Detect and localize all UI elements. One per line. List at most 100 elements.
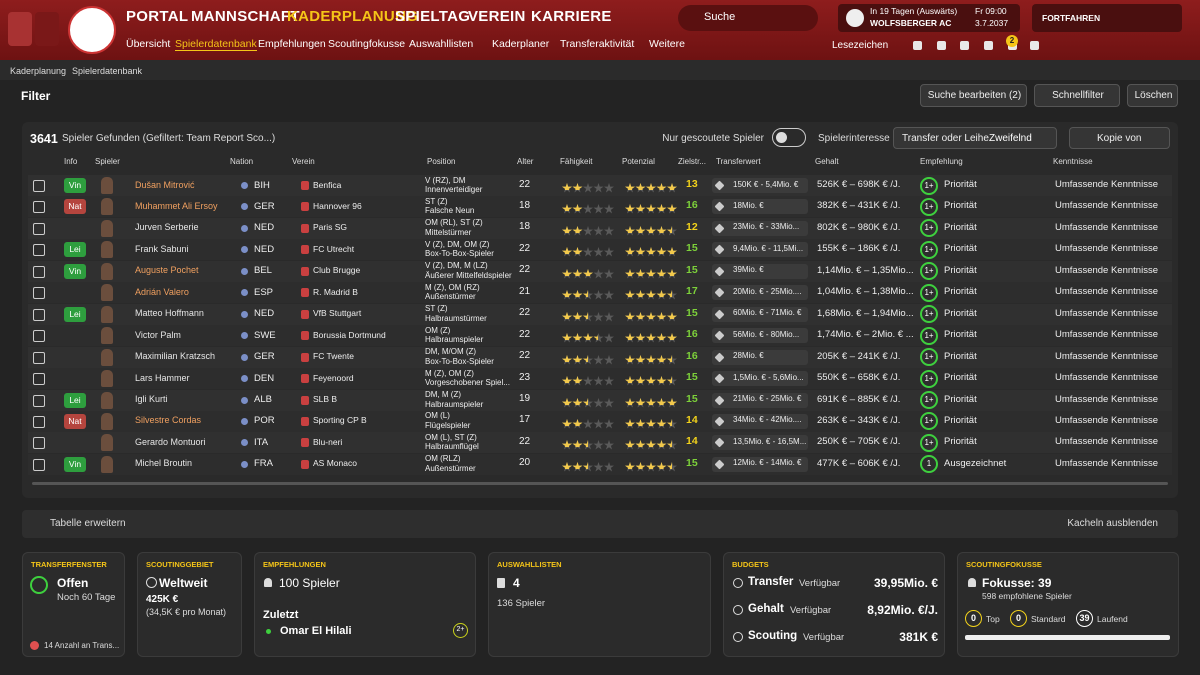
row[interactable] [28, 175, 1172, 196]
row-checkbox[interactable] [33, 351, 45, 364]
header-icon[interactable] [960, 41, 969, 50]
column-header[interactable]: Gehalt [815, 157, 839, 166]
club[interactable]: Blu-neri [313, 436, 343, 447]
club[interactable]: FC Twente [313, 351, 354, 362]
club[interactable]: Club Brugge [313, 265, 361, 276]
hide-tiles-label[interactable]: Kacheln ausblenden [1067, 518, 1158, 529]
card[interactable] [723, 552, 945, 657]
column-header[interactable]: Nation [230, 157, 254, 166]
filter-button-label[interactable]: Löschen [1134, 90, 1173, 101]
filter-button[interactable]: Löschen [1127, 84, 1178, 107]
row[interactable] [28, 410, 1172, 432]
card[interactable] [488, 552, 711, 657]
bookmarks[interactable]: Lesezeichen [832, 40, 889, 51]
player-name[interactable]: Jurven Serberie [135, 222, 199, 233]
player-name[interactable]: Victor Palm [135, 329, 181, 340]
row[interactable] [28, 196, 1172, 218]
row[interactable] [28, 346, 1172, 368]
column-header[interactable]: Alter [517, 157, 534, 166]
club[interactable]: Paris SG [313, 222, 348, 233]
club[interactable]: Benfica [313, 179, 342, 190]
column-header[interactable]: Empfehlung [920, 157, 963, 166]
header-icon[interactable] [984, 41, 993, 50]
club[interactable]: Feyenoord [313, 372, 354, 383]
row[interactable] [28, 325, 1172, 347]
search-box[interactable] [678, 5, 818, 31]
column-header[interactable]: Fähigkeit [560, 157, 593, 166]
column-header[interactable]: Zielstr... [678, 157, 707, 166]
subnav-item[interactable]: Auswahllisten [409, 38, 474, 50]
column-header[interactable]: Position [427, 157, 456, 166]
subnav-item[interactable]: Scoutingfokusse [328, 38, 406, 50]
row[interactable] [28, 217, 1172, 239]
row[interactable] [28, 260, 1172, 282]
player-name[interactable]: Adrián Valero [135, 286, 189, 297]
club[interactable]: VfB Stuttgart [313, 308, 362, 319]
club[interactable]: Borussia Dortmund [313, 329, 386, 340]
filter-button[interactable]: Suche bearbeiten (2) [920, 84, 1027, 107]
subnav-item[interactable]: Transferaktivität [560, 38, 635, 50]
toggle-knob[interactable] [776, 132, 787, 143]
row[interactable] [28, 282, 1172, 304]
row-checkbox[interactable] [33, 265, 45, 278]
header-icon[interactable] [1030, 41, 1039, 50]
row-checkbox[interactable] [33, 394, 45, 407]
forward-button[interactable] [35, 12, 59, 46]
row-checkbox[interactable] [33, 308, 45, 321]
player-name[interactable]: Gerardo Montuori [135, 436, 206, 447]
row[interactable] [28, 239, 1172, 261]
copy-button[interactable] [1069, 127, 1170, 149]
column-header[interactable]: Kenntnisse [1053, 157, 1093, 166]
row[interactable] [28, 432, 1172, 454]
row[interactable] [28, 389, 1172, 411]
column-header[interactable]: Info [64, 157, 78, 166]
row-checkbox[interactable] [33, 244, 45, 257]
player-name[interactable]: Maximilian Kratzsch [135, 351, 216, 362]
player-name[interactable]: Dušan Mitrović [135, 179, 195, 190]
scouted-toggle[interactable] [772, 128, 806, 147]
notification-badge[interactable]: 2 [1006, 35, 1018, 47]
nav-item[interactable]: VEREIN [468, 8, 526, 25]
club[interactable]: Hannover 96 [313, 200, 362, 211]
row-checkbox[interactable] [33, 330, 45, 343]
subnav-item[interactable]: Spielerdatenbank [175, 38, 257, 51]
row[interactable] [28, 303, 1172, 325]
continue-button[interactable] [1032, 4, 1182, 32]
header-icon[interactable] [937, 41, 946, 50]
row-checkbox[interactable] [33, 180, 45, 192]
card[interactable] [254, 552, 476, 657]
interest-value[interactable]: Transfer oder Leihe [902, 133, 989, 144]
breadcrumb-item[interactable]: Kaderplanung [10, 66, 67, 76]
player-name[interactable]: Frank Sabuni [135, 243, 189, 254]
row-checkbox[interactable] [33, 373, 45, 386]
subnav-item[interactable]: Empfehlungen [258, 38, 326, 50]
row-checkbox[interactable] [33, 458, 45, 471]
filter-button-label[interactable]: Suche bearbeiten (2) [927, 90, 1022, 101]
filter-button[interactable]: Schnellfilter [1034, 84, 1120, 107]
filter-button-label[interactable]: Schnellfilter [1052, 90, 1104, 101]
column-header[interactable]: Verein [292, 157, 315, 166]
column-header[interactable]: Transferwert [716, 157, 761, 166]
player-name[interactable]: Matteo Hoffmann [135, 308, 204, 319]
match-box[interactable] [838, 4, 1020, 32]
card[interactable] [22, 552, 125, 657]
interest-box[interactable] [893, 127, 1057, 149]
player-name[interactable]: Auguste Pochet [135, 265, 199, 276]
subnav-item[interactable]: Kaderplaner [492, 38, 550, 50]
row-checkbox[interactable] [33, 222, 45, 235]
expand-label[interactable]: Tabelle erweitern [50, 518, 126, 529]
nav-item[interactable]: SPIELTAG [395, 8, 471, 25]
club[interactable]: R. Madrid B [313, 286, 358, 297]
nav-item[interactable]: MANNSCHAFT [191, 8, 300, 25]
player-name[interactable]: Igli Kurti [135, 394, 168, 404]
player-name[interactable]: Lars Hammer [135, 372, 190, 383]
interest-level[interactable]: Zweifelnd [989, 133, 1032, 144]
breadcrumb-item[interactable]: Spielerdatenbank [72, 66, 143, 76]
subnav-item[interactable]: Weitere [649, 38, 685, 50]
header-icon[interactable] [913, 41, 922, 50]
club[interactable]: FC Utrecht [313, 243, 355, 254]
continue-label[interactable]: FORTFAHREN [1042, 13, 1101, 23]
card[interactable] [137, 552, 242, 657]
club[interactable]: SLB B [313, 394, 338, 404]
player-name[interactable]: Muhammet Ali Ersoy [135, 200, 218, 211]
